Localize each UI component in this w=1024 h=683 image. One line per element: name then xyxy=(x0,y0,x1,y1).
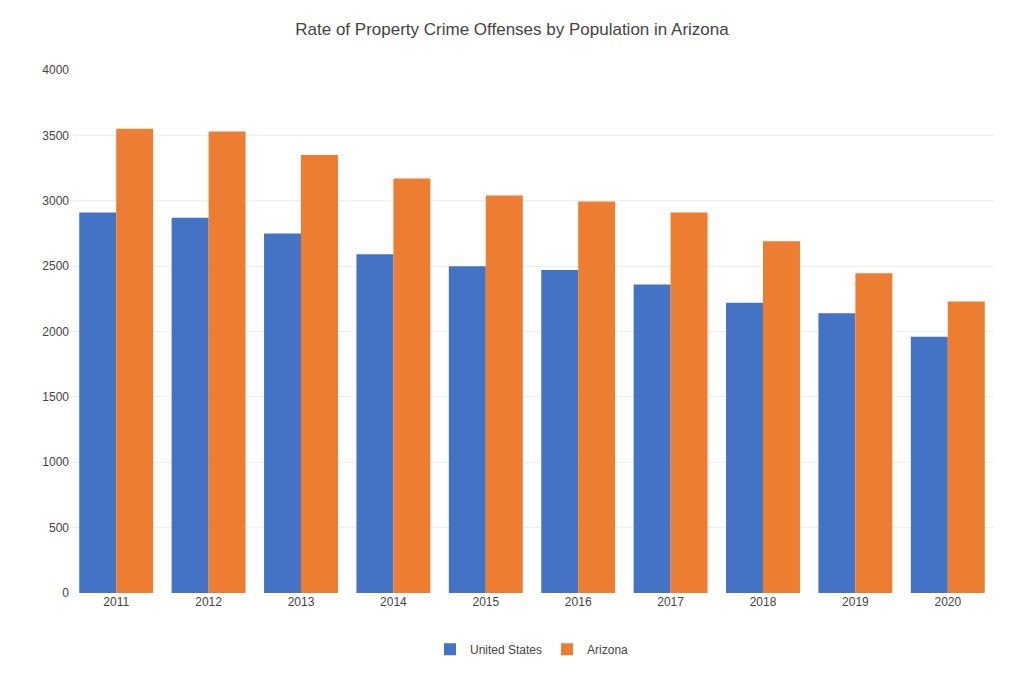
svg-text:3500: 3500 xyxy=(42,129,69,143)
svg-text:4000: 4000 xyxy=(42,63,69,77)
svg-text:2020: 2020 xyxy=(934,595,961,609)
svg-text:Arizona: Arizona xyxy=(587,643,628,657)
svg-text:2012: 2012 xyxy=(195,595,222,609)
svg-text:2011: 2011 xyxy=(103,595,129,609)
svg-text:2019: 2019 xyxy=(842,595,869,609)
svg-text:2015: 2015 xyxy=(472,595,499,609)
svg-text:1000: 1000 xyxy=(42,455,69,469)
svg-text:3000: 3000 xyxy=(42,194,69,208)
svg-text:2018: 2018 xyxy=(750,595,777,609)
svg-text:Rate of Property Crime Offense: Rate of Property Crime Offenses by Popul… xyxy=(295,20,729,39)
svg-text:United States: United States xyxy=(470,643,542,657)
svg-text:1500: 1500 xyxy=(42,390,69,404)
svg-text:2013: 2013 xyxy=(288,595,315,609)
svg-text:2000: 2000 xyxy=(42,325,69,339)
svg-text:0: 0 xyxy=(62,586,69,600)
svg-text:2016: 2016 xyxy=(565,595,592,609)
svg-text:2500: 2500 xyxy=(42,259,69,273)
svg-text:2014: 2014 xyxy=(380,595,407,609)
svg-text:500: 500 xyxy=(49,521,69,535)
svg-text:2017: 2017 xyxy=(657,595,684,609)
